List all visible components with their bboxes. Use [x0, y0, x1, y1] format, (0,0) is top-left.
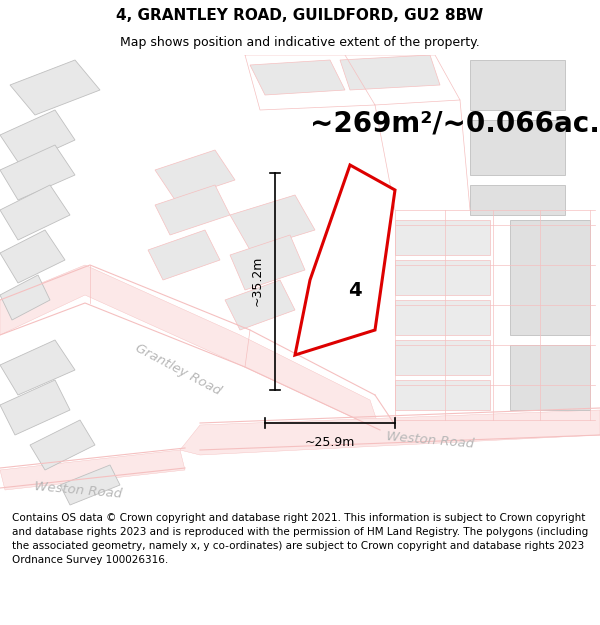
Polygon shape	[10, 60, 100, 115]
Polygon shape	[510, 345, 590, 410]
Polygon shape	[0, 265, 380, 430]
Text: ~35.2m: ~35.2m	[251, 256, 263, 306]
Polygon shape	[230, 195, 315, 250]
Polygon shape	[395, 300, 490, 335]
Text: Weston Road: Weston Road	[386, 430, 475, 450]
Text: 4, GRANTLEY ROAD, GUILDFORD, GU2 8BW: 4, GRANTLEY ROAD, GUILDFORD, GU2 8BW	[116, 8, 484, 23]
Polygon shape	[60, 465, 120, 505]
Text: 4: 4	[348, 281, 362, 299]
Polygon shape	[30, 420, 95, 470]
Polygon shape	[340, 55, 440, 90]
Polygon shape	[295, 165, 395, 355]
Polygon shape	[395, 260, 490, 295]
Polygon shape	[148, 230, 220, 280]
Polygon shape	[155, 185, 230, 235]
Text: Contains OS data © Crown copyright and database right 2021. This information is : Contains OS data © Crown copyright and d…	[12, 514, 588, 566]
Polygon shape	[510, 220, 590, 335]
Polygon shape	[395, 340, 490, 375]
Polygon shape	[395, 220, 490, 255]
Text: ~25.9m: ~25.9m	[305, 436, 355, 449]
Polygon shape	[180, 410, 600, 455]
Polygon shape	[0, 340, 75, 395]
Polygon shape	[0, 275, 50, 320]
Polygon shape	[155, 150, 235, 200]
Text: Weston Road: Weston Road	[34, 480, 122, 500]
Polygon shape	[395, 380, 490, 410]
Polygon shape	[470, 120, 565, 175]
Polygon shape	[0, 110, 75, 165]
Polygon shape	[0, 450, 185, 490]
Polygon shape	[0, 380, 70, 435]
Text: ~269m²/~0.066ac.: ~269m²/~0.066ac.	[310, 109, 600, 137]
Polygon shape	[225, 280, 295, 330]
Polygon shape	[0, 185, 70, 240]
Polygon shape	[470, 185, 565, 215]
Polygon shape	[0, 145, 75, 200]
Polygon shape	[250, 60, 345, 95]
Text: Map shows position and indicative extent of the property.: Map shows position and indicative extent…	[120, 36, 480, 49]
Polygon shape	[470, 60, 565, 110]
Polygon shape	[0, 230, 65, 283]
Polygon shape	[230, 235, 305, 290]
Text: Grantley Road: Grantley Road	[133, 342, 223, 398]
